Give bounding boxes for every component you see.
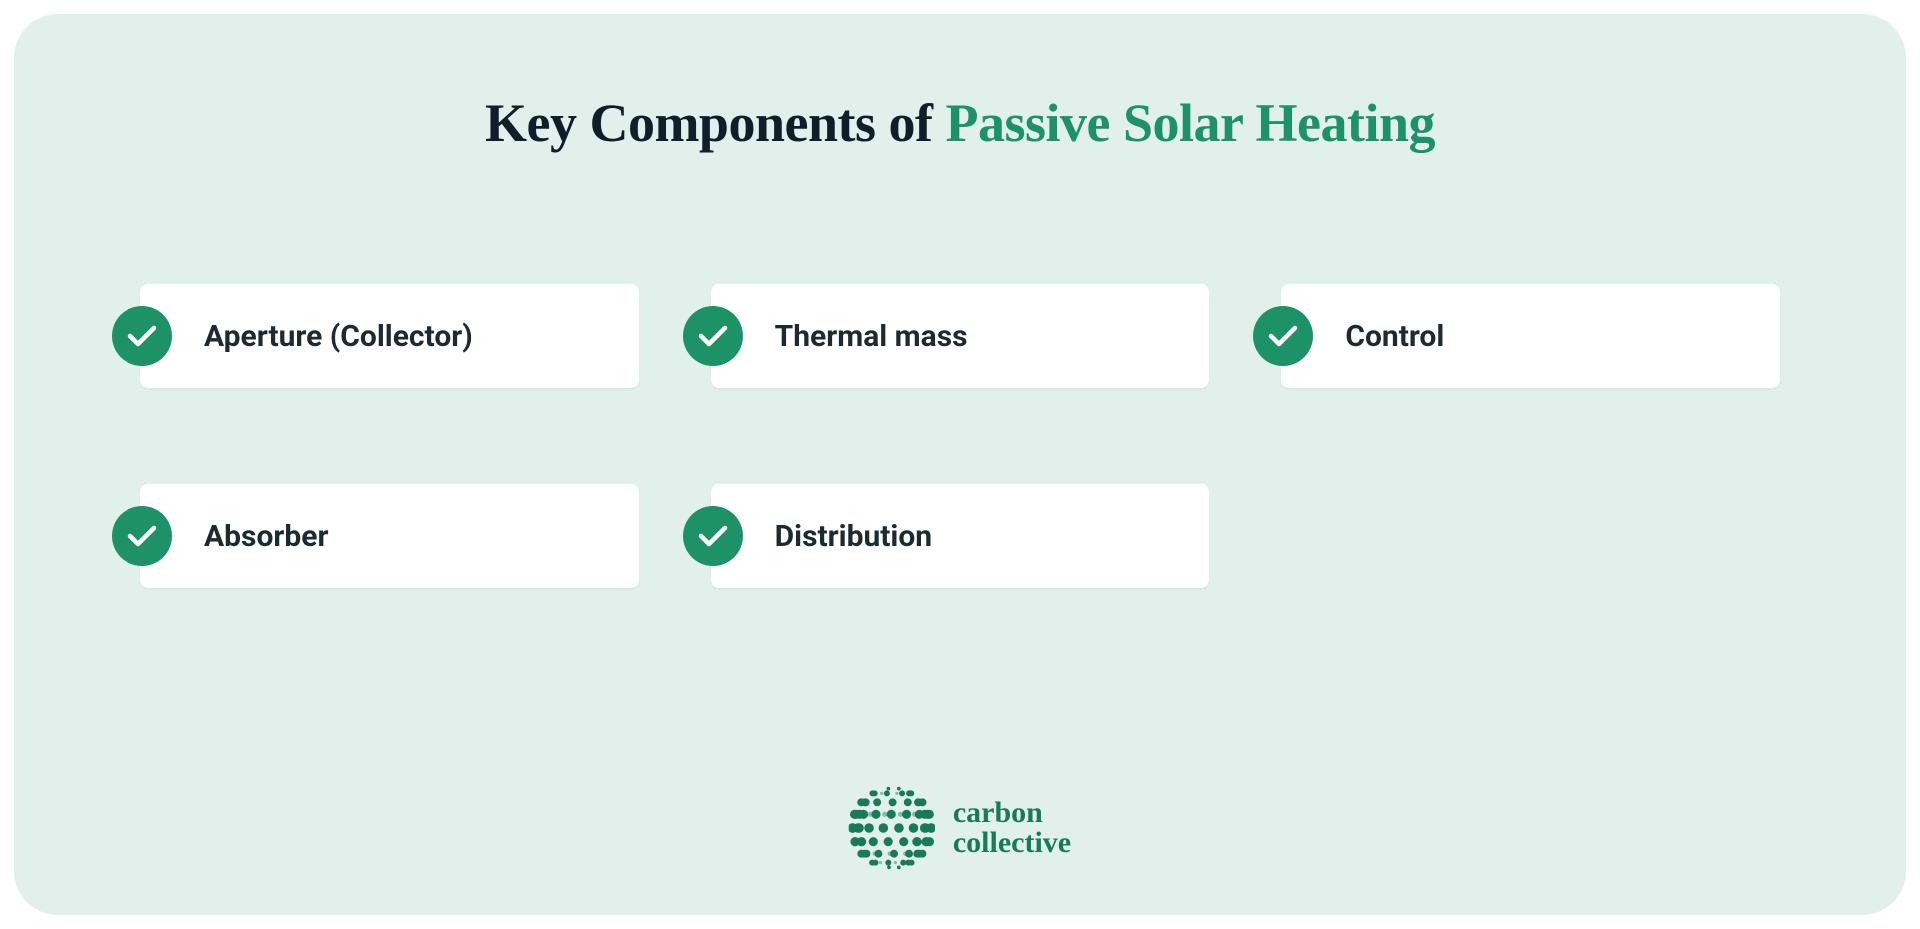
brand-logo-icon [849, 785, 935, 871]
title-prefix: Key Components of [485, 93, 946, 153]
component-label: Thermal mass [775, 319, 968, 354]
page-title: Key Components of Passive Solar Heating [485, 92, 1435, 154]
brand-text: carbon collective [953, 798, 1071, 858]
canvas: Key Components of Passive Solar Heating … [0, 0, 1920, 929]
check-icon [683, 306, 743, 366]
component-item: Control [1281, 284, 1780, 388]
component-item: Aperture (Collector) [140, 284, 639, 388]
check-icon [112, 506, 172, 566]
component-label: Distribution [775, 519, 932, 554]
component-label: Absorber [204, 519, 328, 554]
component-label: Aperture (Collector) [204, 319, 473, 354]
brand: carbon collective [849, 785, 1071, 871]
component-label: Control [1345, 319, 1444, 354]
title-highlight: Passive Solar Heating [945, 93, 1435, 153]
check-icon [112, 306, 172, 366]
brand-line-2: collective [953, 828, 1071, 858]
infographic-card: Key Components of Passive Solar Heating … [14, 14, 1906, 915]
component-item: Distribution [711, 484, 1210, 588]
component-item: Thermal mass [711, 284, 1210, 388]
check-icon [1253, 306, 1313, 366]
check-icon [683, 506, 743, 566]
brand-line-1: carbon [953, 798, 1071, 828]
component-item: Absorber [140, 484, 639, 588]
components-grid: Aperture (Collector) Thermal mass Contro… [140, 284, 1780, 588]
